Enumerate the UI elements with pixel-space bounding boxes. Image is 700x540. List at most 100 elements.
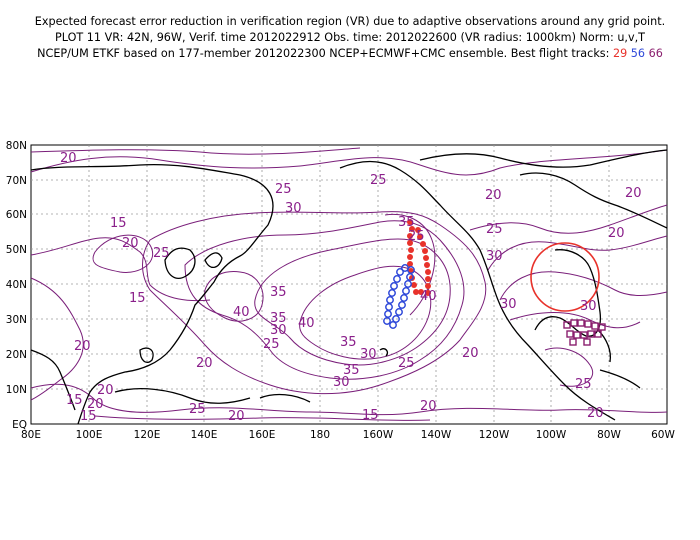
track-56-point [388,289,396,297]
lat-label: 40N [6,279,27,291]
contour-label: 40 [233,305,250,320]
track-29-point [417,234,423,240]
lat-label: 80N [6,140,27,152]
title-line-3-prefix: NCEP/UM ETKF based on 177-member 2012022… [37,47,610,60]
contour-lines [30,147,668,421]
contour-label: 35 [398,215,415,230]
track-29-point [425,276,431,282]
contour-label: 15 [362,408,379,423]
track-56-point [396,268,404,276]
track-56-point [401,264,409,272]
lon-label: 120E [134,429,161,441]
contour-line [30,147,361,155]
track-56-point [389,321,397,329]
contour-label: 40 [420,289,437,304]
contour-labels: 20 15 25 30 35 15 20 15 25 30 40 35 30 2… [60,151,642,424]
track-29-point [425,283,431,289]
contour-label: 15 [80,409,97,424]
track-56-point [402,287,410,295]
lon-label: 160W [363,429,394,441]
track-29-point [425,269,431,275]
track-29-point [411,282,417,288]
contour-label: 30 [285,201,302,216]
lat-label: 20N [6,349,27,361]
track-29-point [425,290,431,296]
lon-label: 80W [597,429,621,441]
contour-label: 30 [580,299,597,314]
longitude-labels: 80E 100E 120E 140E 160E 180 160W 140W 12… [21,429,675,441]
track-56-point [400,294,408,302]
lon-label: 140W [421,429,452,441]
contour-label: 35 [270,311,287,326]
contour-label: 20 [228,409,245,424]
lat-label: 60N [6,209,27,221]
contour-label: 30 [486,249,503,264]
track-66-point [591,322,599,330]
track-56-point [404,280,412,288]
contour-line [184,220,465,380]
title-block: Expected forecast error reduction in ver… [0,14,700,62]
track-29-point [407,219,413,225]
track-66-point [594,330,602,338]
contour-label: 20 [87,397,104,412]
contour-label: 25 [189,402,206,417]
contour-label: 20 [420,399,437,414]
contour-line [94,415,431,421]
lat-label: 30N [6,314,27,326]
track-56-label: 56 [630,47,646,60]
latitude-labels: EQ 10N 20N 30N 40N 50N 60N 70N 80N [6,140,27,431]
lon-label: 140E [191,429,218,441]
track-29-point [423,255,429,261]
lon-label: 120W [479,429,510,441]
track-56-point [395,308,403,316]
contour-label: 20 [196,356,213,371]
contour-label: 40 [298,316,315,331]
contour-line [30,277,84,401]
contour-label: 35 [340,335,357,350]
track-66-point [580,331,588,339]
contour-label: 30 [333,375,350,390]
lat-label: EQ [12,419,27,431]
contour-label: 25 [398,356,415,371]
title-line-3: NCEP/UM ETKF based on 177-member 2012022… [0,46,700,62]
title-line-1: Expected forecast error reduction in ver… [34,15,666,28]
track-29-point [413,289,419,295]
contour-label: 25 [370,173,387,188]
contour-line [30,149,668,176]
contour-label: 20 [485,188,502,203]
contour-line [509,312,641,329]
track-56-point [390,282,398,290]
track-29-point [407,233,413,239]
track-66-point [598,323,606,331]
lon-label: 180 [310,429,330,441]
contour-label: 20 [97,383,114,398]
track-29-label: 29 [612,47,628,60]
track-56-point [383,317,391,325]
lon-label: 160E [249,429,276,441]
title-line-2: PLOT 11 VR: 42N, 96W, Verif. time 201202… [55,31,645,44]
contour-line [30,237,211,302]
lon-label: 100E [76,429,103,441]
contour-label: 20 [625,186,642,201]
contour-label: 15 [66,393,83,408]
track-66-point [570,319,578,327]
lon-label: 80E [21,429,41,441]
contour-label: 35 [270,285,287,300]
track-29-point [407,261,413,267]
track-66-point [587,330,595,338]
track-56-point [392,315,400,323]
lat-label: 50N [6,244,27,256]
contour-label: 20 [122,236,139,251]
lat-label: 10N [6,384,27,396]
contour-line [299,265,432,360]
contour-line [487,235,668,271]
contour-label: 25 [486,222,503,237]
contour-line [30,383,668,416]
contour-label: 25 [575,377,592,392]
track-29-point [409,226,415,232]
track-29-point [408,247,414,253]
contour-label: 20 [462,346,479,361]
map-frame [30,144,668,425]
track-66-point [577,319,585,327]
